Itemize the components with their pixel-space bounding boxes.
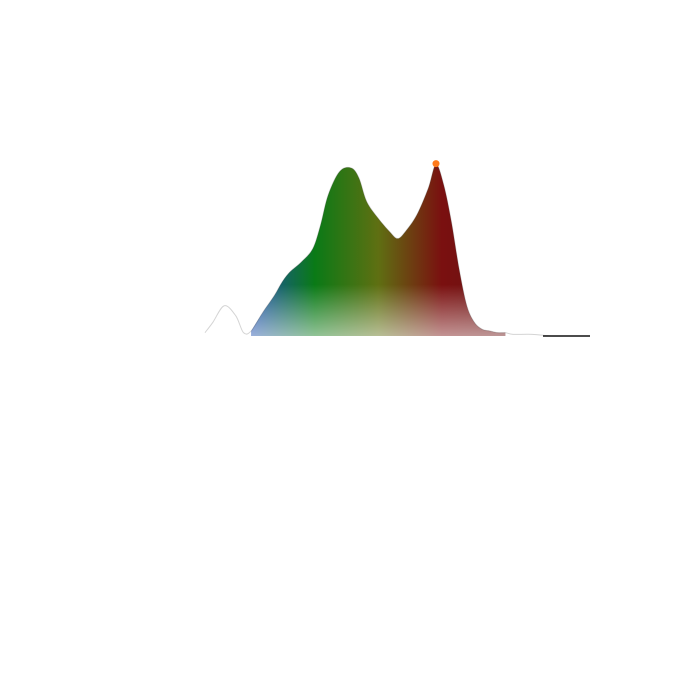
peak-marker (432, 160, 440, 168)
area-fade-overlay (251, 164, 506, 336)
area-series (251, 164, 506, 336)
peak-marker-layer (432, 160, 440, 168)
series-outline (204, 164, 590, 337)
series-line (204, 164, 590, 337)
